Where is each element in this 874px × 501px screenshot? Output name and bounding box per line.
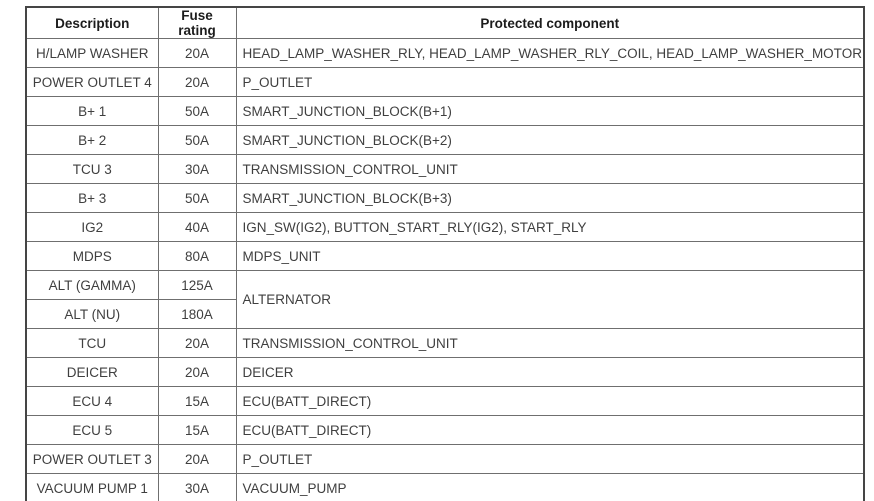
cell-protected-component: SMART_JUNCTION_BLOCK(B+1)	[235, 96, 865, 126]
table-row: ECU 5 15A ECU(BATT_DIRECT)	[25, 415, 865, 445]
cell-fuse-rating: 20A	[157, 38, 237, 68]
table-row: ALT (NU) 180A	[25, 299, 864, 329]
table-row: B+ 3 50A SMART_JUNCTION_BLOCK(B+3)	[25, 183, 865, 213]
cell-protected-component: MDPS_UNIT	[235, 241, 865, 271]
cell-fuse-rating: 30A	[157, 154, 237, 184]
cell-description: VACUUM PUMP 1	[25, 473, 159, 501]
table-row: TCU 20A TRANSMISSION_CONTROL_UNIT	[25, 328, 865, 358]
cell-protected-component: SMART_JUNCTION_BLOCK(B+3)	[235, 183, 865, 213]
cell-description: B+ 2	[25, 125, 159, 155]
cell-description: ALT (NU)	[25, 299, 159, 329]
cell-protected-component: DEICER	[235, 357, 865, 387]
cell-protected-component: P_OUTLET	[235, 67, 865, 97]
fuse-table-body: H/LAMP WASHER 20A HEAD_LAMP_WASHER_RLY, …	[25, 38, 865, 501]
cell-fuse-rating: 20A	[157, 328, 237, 358]
cell-fuse-rating: 80A	[157, 241, 237, 271]
cell-description: DEICER	[25, 357, 159, 387]
cell-fuse-rating: 20A	[157, 357, 237, 387]
table-row: B+ 1 50A SMART_JUNCTION_BLOCK(B+1)	[25, 96, 865, 126]
cell-description: MDPS	[25, 241, 159, 271]
cell-protected-component: ALTERNATOR	[235, 270, 865, 329]
cell-fuse-rating: 50A	[157, 96, 237, 126]
cell-description: B+ 3	[25, 183, 159, 213]
cell-description: TCU 3	[25, 154, 159, 184]
cell-fuse-rating: 40A	[157, 212, 237, 242]
cell-protected-component: ECU(BATT_DIRECT)	[235, 415, 865, 445]
table-row: TCU 3 30A TRANSMISSION_CONTROL_UNIT	[25, 154, 865, 184]
fuse-table-header: Description Fuse rating Protected compon…	[25, 6, 865, 39]
cell-fuse-rating: 20A	[157, 444, 237, 474]
table-row: MDPS 80A MDPS_UNIT	[25, 241, 865, 271]
cell-fuse-rating: 30A	[157, 473, 237, 501]
table-row: B+ 2 50A SMART_JUNCTION_BLOCK(B+2)	[25, 125, 865, 155]
fuse-rating-table: Description Fuse rating Protected compon…	[25, 6, 865, 501]
cell-fuse-rating: 125A	[157, 270, 237, 300]
table-row: VACUUM PUMP 1 30A VACUUM_PUMP	[25, 473, 865, 501]
cell-fuse-rating: 50A	[157, 183, 237, 213]
cell-description: ECU 4	[25, 386, 159, 416]
header-description: Description	[25, 6, 159, 39]
cell-protected-component: HEAD_LAMP_WASHER_RLY, HEAD_LAMP_WASHER_R…	[235, 38, 865, 68]
table-row: IG2 40A IGN_SW(IG2), BUTTON_START_RLY(IG…	[25, 212, 865, 242]
cell-fuse-rating: 50A	[157, 125, 237, 155]
table-row: DEICER 20A DEICER	[25, 357, 865, 387]
cell-protected-component: TRANSMISSION_CONTROL_UNIT	[235, 328, 865, 358]
cell-fuse-rating: 180A	[157, 299, 237, 329]
cell-protected-component: TRANSMISSION_CONTROL_UNIT	[235, 154, 865, 184]
cell-description: IG2	[25, 212, 159, 242]
cell-protected-component: P_OUTLET	[235, 444, 865, 474]
cell-fuse-rating: 15A	[157, 386, 237, 416]
cell-description: TCU	[25, 328, 159, 358]
header-row: Description Fuse rating Protected compon…	[25, 6, 865, 39]
cell-description: POWER OUTLET 3	[25, 444, 159, 474]
cell-description: ECU 5	[25, 415, 159, 445]
table-row: ECU 4 15A ECU(BATT_DIRECT)	[25, 386, 865, 416]
header-protected-component: Protected component	[235, 6, 865, 39]
cell-description: B+ 1	[25, 96, 159, 126]
cell-description: POWER OUTLET 4	[25, 67, 159, 97]
header-fuse-rating: Fuse rating	[157, 6, 237, 39]
table-row: POWER OUTLET 3 20A P_OUTLET	[25, 444, 865, 474]
cell-protected-component: ECU(BATT_DIRECT)	[235, 386, 865, 416]
table-row: ALT (GAMMA) 125A ALTERNATOR	[25, 270, 865, 329]
cell-protected-component: SMART_JUNCTION_BLOCK(B+2)	[235, 125, 865, 155]
cell-description: ALT (GAMMA)	[25, 270, 159, 300]
table-row: POWER OUTLET 4 20A P_OUTLET	[25, 67, 865, 97]
table-row: H/LAMP WASHER 20A HEAD_LAMP_WASHER_RLY, …	[25, 38, 865, 68]
cell-description: H/LAMP WASHER	[25, 38, 159, 68]
cell-fuse-rating: 15A	[157, 415, 237, 445]
cell-protected-component: IGN_SW(IG2), BUTTON_START_RLY(IG2), STAR…	[235, 212, 865, 242]
cell-fuse-rating: 20A	[157, 67, 237, 97]
cell-protected-component: VACUUM_PUMP	[235, 473, 865, 501]
